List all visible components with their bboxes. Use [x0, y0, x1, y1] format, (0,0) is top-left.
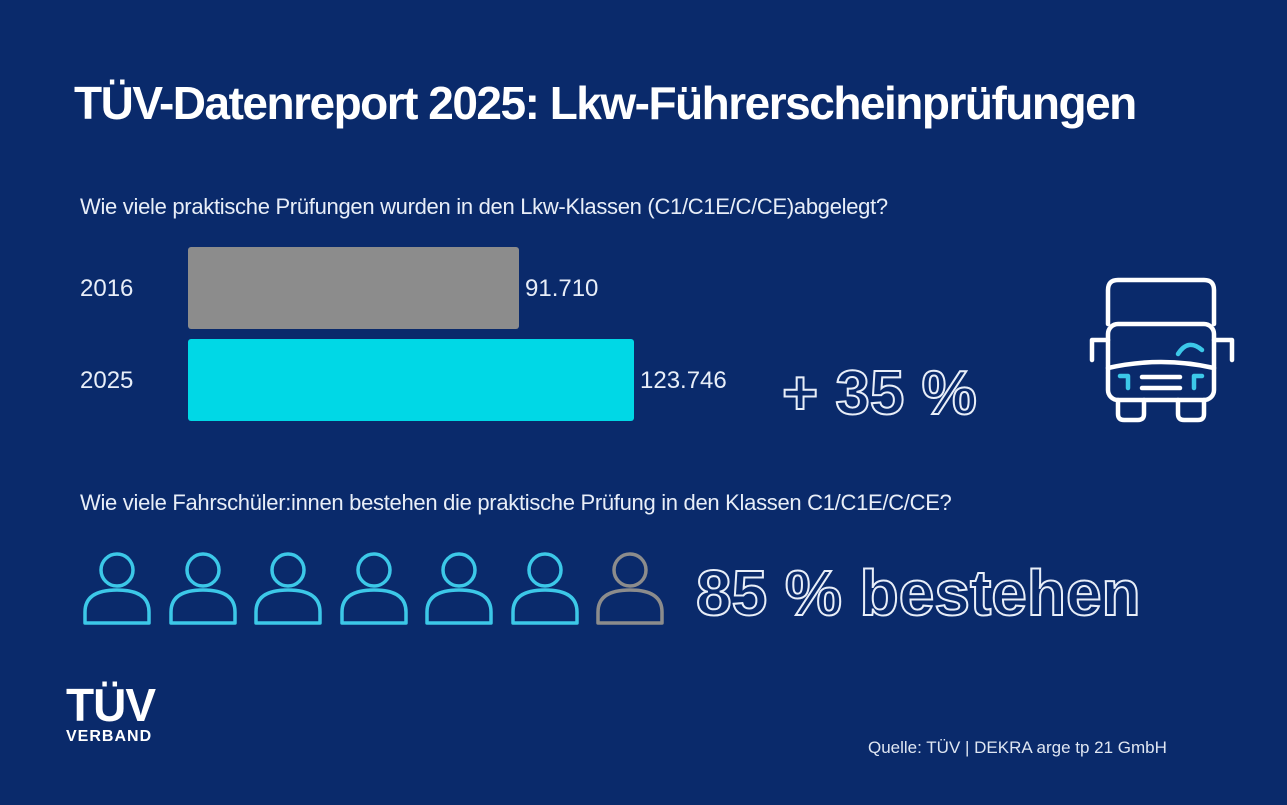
- source-note: Quelle: TÜV | DEKRA arge tp 21 GmbH: [868, 738, 1167, 757]
- person-fail-icon: [596, 552, 664, 625]
- person-pass-icon: [510, 552, 579, 625]
- truck-front-icon: [1089, 277, 1235, 423]
- person-pass-icon: [339, 552, 408, 625]
- person-pass-icon: [168, 552, 237, 625]
- person-pass-icon: [254, 552, 322, 625]
- person-pass-icon: [83, 552, 151, 625]
- logo-mark: TÜV: [66, 679, 156, 731]
- question-pass-rate: Wie viele Fahrschüler:innen bestehen die…: [80, 490, 952, 515]
- bar-category-label: 2016: [80, 275, 134, 302]
- person-pass-icon: [425, 552, 493, 625]
- bar-category-label: 2025: [80, 367, 134, 394]
- bar-2025: [188, 339, 634, 421]
- question-exams: Wie viele praktische Prüfungen wurden in…: [80, 194, 888, 219]
- growth-annotation: + 35 %: [781, 358, 978, 429]
- pass-rate-annotation: 85 % bestehen: [695, 556, 1142, 630]
- bar-value-label: 123.746: [640, 367, 727, 394]
- bar-value-label: 91.710: [525, 275, 599, 302]
- page-title: TÜV-Datenreport 2025: Lkw-Führerscheinpr…: [74, 77, 1137, 129]
- tuv-verband-logo: TÜV VERBAND: [66, 682, 176, 746]
- bar-2016: [188, 247, 519, 329]
- logo-subtitle: VERBAND: [66, 728, 153, 745]
